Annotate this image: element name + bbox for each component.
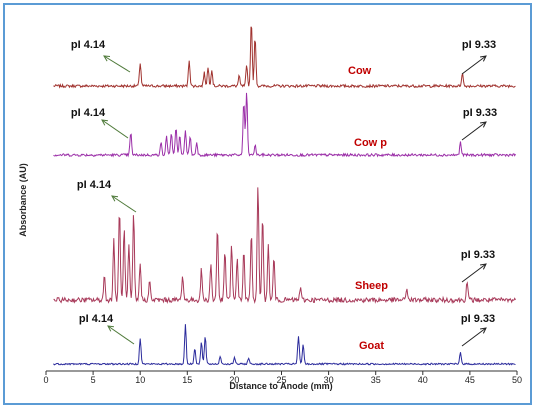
series-label-cow: Cow <box>348 65 372 77</box>
x-tick-label-45: 45 <box>465 375 475 385</box>
traces-layer <box>53 26 516 366</box>
pi-label-low-cow_p: pI 4.14 <box>71 107 106 119</box>
x-tick-label-25: 25 <box>276 375 286 385</box>
pi-arrowhead-low-sheep <box>111 195 119 202</box>
trace-cow_p <box>53 92 516 158</box>
x-tick-label-50: 50 <box>512 375 522 385</box>
pi-arrowhead-high-goat <box>480 327 487 334</box>
x-axis: 0 5 10 15 20 25 30 35 40 45 50 <box>43 370 522 385</box>
y-axis-title: Absorbance (AU) <box>18 163 28 237</box>
series-label-cow_p: Cow p <box>354 137 387 149</box>
pi-label-low-sheep: pI 4.14 <box>77 179 112 191</box>
pi-label-high-sheep: pI 9.33 <box>461 249 495 261</box>
pi-arrowhead-high-cow_p <box>480 121 487 128</box>
pi-arrowhead-low-cow <box>103 55 111 62</box>
x-tick-label-20: 20 <box>229 375 239 385</box>
pi-arrow-high-cow <box>461 55 487 75</box>
pi-arrow-low-cow <box>103 55 131 73</box>
pi-arrowhead-low-goat <box>107 325 114 332</box>
pi-arrowhead-high-cow <box>480 55 487 62</box>
x-tick-label-0: 0 <box>43 375 48 385</box>
pi-arrow-high-goat <box>461 327 487 347</box>
annotations-layer: Cow pI 4.14 pI 9.33 Cow p pI 4.14 pI 9.33 Shee… <box>71 39 497 352</box>
x-tick-group: 0 5 10 15 20 25 30 35 40 45 50 <box>43 371 522 385</box>
pi-label-high-goat: pI 9.33 <box>461 313 495 325</box>
trace-goat <box>53 324 516 366</box>
series-label-goat: Goat <box>359 340 384 352</box>
trace-sheep <box>53 187 516 305</box>
pi-arrow-low-goat <box>107 325 135 345</box>
pi-arrowhead-high-sheep <box>480 263 487 270</box>
x-tick-label-35: 35 <box>371 375 381 385</box>
pi-arrow-low-sheep <box>111 195 137 213</box>
x-tick-label-40: 40 <box>418 375 428 385</box>
pi-arrow-high-sheep <box>461 263 487 283</box>
figure-frame <box>3 3 532 405</box>
pi-label-low-cow: pI 4.14 <box>71 39 106 51</box>
trace-cow <box>53 26 516 89</box>
x-axis-title: Distance to Anode (mm) <box>229 381 332 391</box>
pi-label-high-cow: pI 9.33 <box>462 39 496 51</box>
pi-label-low-goat: pI 4.14 <box>79 313 114 325</box>
pi-arrow-low-cow_p <box>101 119 129 139</box>
x-tick-label-30: 30 <box>324 375 334 385</box>
pi-arrowhead-low-cow_p <box>101 119 108 126</box>
x-tick-label-15: 15 <box>182 375 192 385</box>
series-label-sheep: Sheep <box>355 280 388 292</box>
pi-arrow-high-cow_p <box>461 121 487 141</box>
pi-label-high-cow_p: pI 9.33 <box>463 107 497 119</box>
x-tick-label-10: 10 <box>135 375 145 385</box>
x-tick-label-5: 5 <box>91 375 96 385</box>
